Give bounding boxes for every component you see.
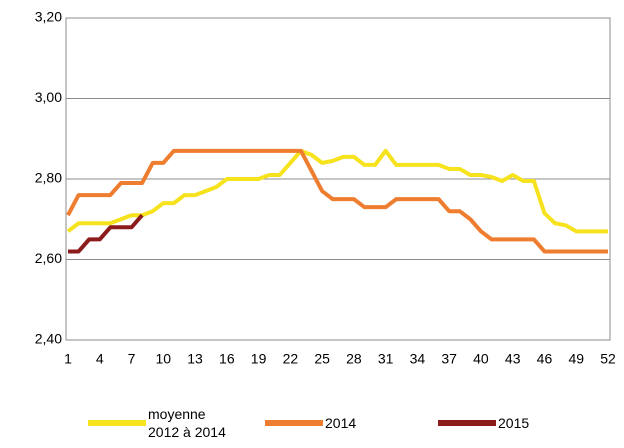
x-tick-label: 10 (156, 351, 172, 367)
series-line (66, 148, 608, 234)
x-tick-label: 16 (219, 351, 235, 367)
x-tick-label: 46 (537, 351, 553, 367)
x-tick-label: 1 (64, 351, 72, 367)
x-tick-label: 7 (128, 351, 136, 367)
x-tick-label: 19 (251, 351, 267, 367)
y-tick-label: 2,60 (35, 250, 62, 266)
legend-label: 2014 (325, 415, 357, 431)
legend-swatch (438, 420, 496, 426)
x-tick-label: 28 (346, 351, 362, 367)
legend: moyenne 2012 à 2014 2014 2015 (0, 400, 624, 448)
x-tick-label: 43 (505, 351, 521, 367)
x-tick-label: 40 (473, 351, 489, 367)
x-tick-label: 25 (314, 351, 330, 367)
y-tick-label: 2,80 (35, 170, 62, 186)
legend-label: moyenne 2012 à 2014 (148, 406, 226, 440)
legend-item: 2014 (265, 400, 356, 446)
legend-label: 2015 (498, 415, 530, 431)
x-tick-label: 22 (283, 351, 299, 367)
series-line (68, 213, 144, 254)
y-tick-label: 2,40 (35, 331, 62, 347)
legend-swatch (88, 420, 146, 426)
legend-item: moyenne 2012 à 2014 (88, 400, 232, 446)
x-tick-label: 34 (410, 351, 426, 367)
series-line (66, 148, 608, 254)
x-tick-label: 52 (600, 351, 616, 367)
legend-swatch (265, 420, 323, 426)
y-tick-label: 3,00 (35, 89, 62, 105)
chart: 2,40 2,60 2,80 3,00 3,20 1 4 7 10 13 16 19 22 25 28 31 3… (35, 9, 616, 367)
x-tick-label: 31 (378, 351, 394, 367)
x-tick-label: 13 (187, 351, 203, 367)
y-tick-label: 3,20 (35, 9, 62, 25)
legend-item: 2015 (438, 400, 529, 446)
x-tick-label: 49 (568, 351, 584, 367)
x-tick-label: 37 (441, 351, 457, 367)
x-tick-label: 4 (96, 351, 104, 367)
